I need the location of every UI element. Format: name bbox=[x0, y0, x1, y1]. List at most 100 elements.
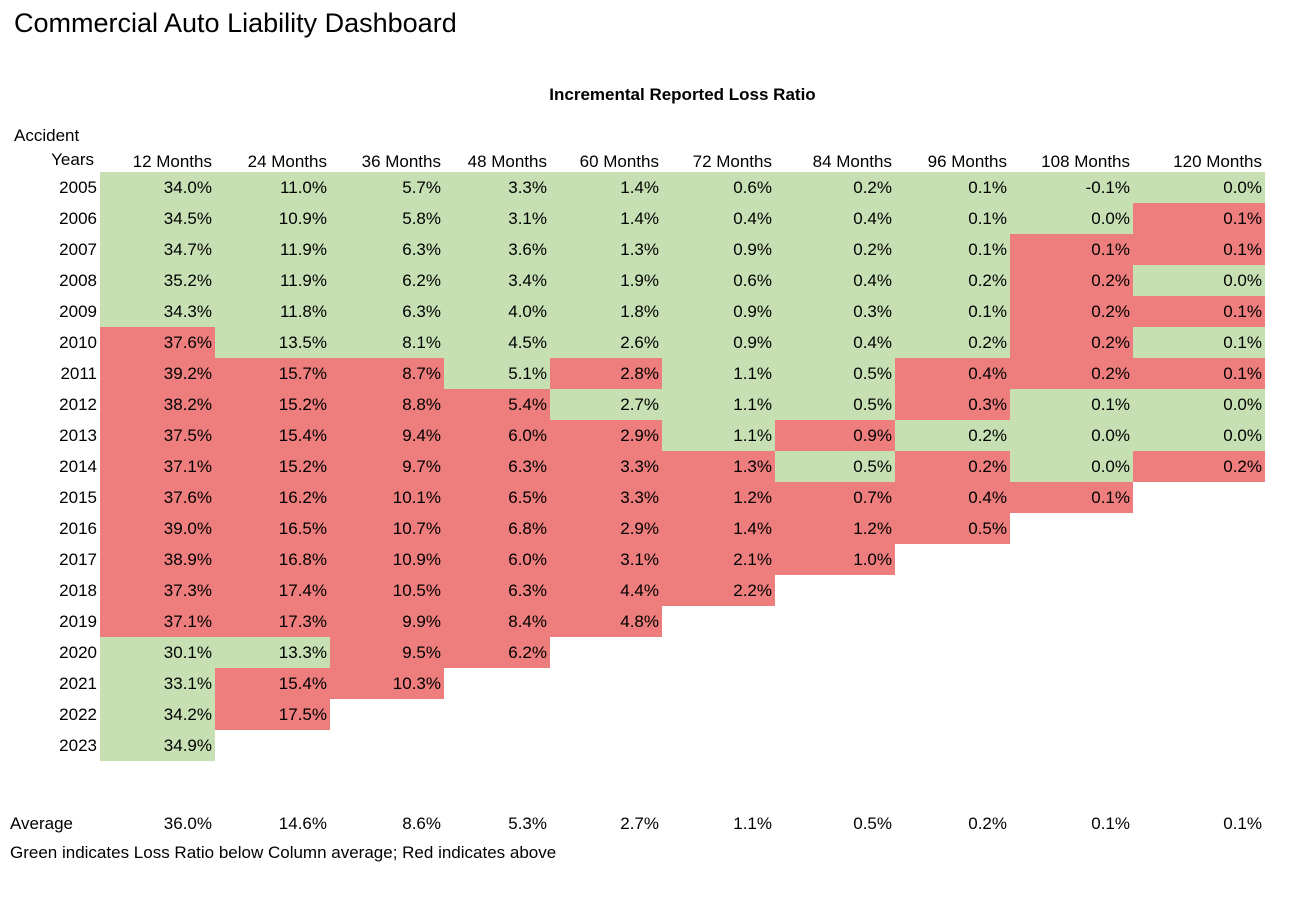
table-row: 2020 30.1% 13.3% 9.5% 6.2% bbox=[0, 637, 1265, 668]
table-row: 2021 33.1% 15.4% 10.3% bbox=[0, 668, 1265, 699]
loss-ratio-cell: 10.1% bbox=[330, 482, 444, 513]
column-header: 96 Months bbox=[927, 152, 1007, 171]
loss-ratio-cell bbox=[775, 668, 895, 699]
loss-ratio-cell: 0.1% bbox=[1133, 234, 1265, 265]
table-row: 2006 34.5% 10.9% 5.8% 3.1% 1.4% 0.4% 0.4% 0.1% 0.… bbox=[0, 203, 1265, 234]
loss-ratio-cell: 1.8% bbox=[550, 296, 662, 327]
loss-ratio-cell: 8.1% bbox=[330, 327, 444, 358]
loss-ratio-cell: 15.4% bbox=[215, 420, 330, 451]
accident-year-label: 2022 bbox=[0, 699, 100, 730]
loss-ratio-cell: 0.2% bbox=[775, 172, 895, 203]
loss-ratio-cell: 5.4% bbox=[444, 389, 550, 420]
loss-ratio-cell: 0.9% bbox=[662, 296, 775, 327]
loss-ratio-cell bbox=[550, 730, 662, 761]
loss-ratio-cell bbox=[1133, 730, 1265, 761]
loss-ratio-cell: 2.9% bbox=[550, 420, 662, 451]
column-header: 24 Months bbox=[247, 152, 327, 171]
loss-ratio-cell: 10.7% bbox=[330, 513, 444, 544]
table-row: 2016 39.0% 16.5% 10.7% 6.8% 2.9% 1.4% 1.2% 0.5% bbox=[0, 513, 1265, 544]
loss-ratio-cell: 0.7% bbox=[775, 482, 895, 513]
loss-ratio-cell: 0.4% bbox=[775, 203, 895, 234]
loss-ratio-cell: 0.0% bbox=[1133, 172, 1265, 203]
loss-ratio-cell bbox=[775, 637, 895, 668]
legend-note: Green indicates Loss Ratio below Column … bbox=[10, 843, 557, 862]
loss-ratio-cell: 0.2% bbox=[1010, 358, 1133, 389]
average-cell: 0.1% bbox=[1010, 808, 1133, 839]
loss-ratio-cell: 4.0% bbox=[444, 296, 550, 327]
accident-year-label: 2009 bbox=[0, 296, 100, 327]
loss-triangle-table: Accident Years 12 Months 24 Months 36 Mont… bbox=[0, 116, 1265, 839]
loss-ratio-cell bbox=[1133, 575, 1265, 606]
loss-ratio-cell: 6.3% bbox=[330, 296, 444, 327]
loss-ratio-cell: 11.8% bbox=[215, 296, 330, 327]
loss-ratio-cell: 0.5% bbox=[775, 451, 895, 482]
loss-ratio-cell: 1.1% bbox=[662, 389, 775, 420]
table-row: 2023 34.9% bbox=[0, 730, 1265, 761]
accident-year-label: 2023 bbox=[0, 730, 100, 761]
loss-ratio-cell: 13.3% bbox=[215, 637, 330, 668]
loss-ratio-cell: 0.1% bbox=[1133, 296, 1265, 327]
loss-ratio-cell: 0.5% bbox=[775, 389, 895, 420]
loss-ratio-cell bbox=[895, 637, 1010, 668]
column-header: 72 Months bbox=[692, 152, 772, 171]
loss-ratio-cell: 9.9% bbox=[330, 606, 444, 637]
loss-ratio-cell: 34.3% bbox=[100, 296, 215, 327]
loss-ratio-cell: 6.2% bbox=[444, 637, 550, 668]
loss-ratio-cell: 35.2% bbox=[100, 265, 215, 296]
loss-ratio-cell bbox=[1133, 637, 1265, 668]
loss-ratio-cell: 34.9% bbox=[100, 730, 215, 761]
loss-ratio-cell: 8.7% bbox=[330, 358, 444, 389]
accident-year-label: 2014 bbox=[0, 451, 100, 482]
loss-ratio-cell bbox=[895, 730, 1010, 761]
loss-ratio-cell: 0.5% bbox=[895, 513, 1010, 544]
loss-ratio-cell: 10.5% bbox=[330, 575, 444, 606]
loss-ratio-cell: 37.5% bbox=[100, 420, 215, 451]
column-header: 120 Months bbox=[1173, 152, 1262, 171]
loss-ratio-cell: 0.0% bbox=[1133, 265, 1265, 296]
loss-ratio-cell: 0.4% bbox=[775, 327, 895, 358]
loss-ratio-cell: 0.1% bbox=[1133, 358, 1265, 389]
loss-ratio-cell: 17.4% bbox=[215, 575, 330, 606]
loss-ratio-cell: 4.4% bbox=[550, 575, 662, 606]
loss-ratio-cell: 33.1% bbox=[100, 668, 215, 699]
loss-ratio-cell: 37.3% bbox=[100, 575, 215, 606]
loss-ratio-cell bbox=[550, 668, 662, 699]
loss-ratio-cell: 1.4% bbox=[550, 172, 662, 203]
loss-ratio-cell: 8.8% bbox=[330, 389, 444, 420]
loss-ratio-cell: 2.6% bbox=[550, 327, 662, 358]
loss-ratio-cell bbox=[895, 544, 1010, 575]
loss-ratio-cell: 1.1% bbox=[662, 358, 775, 389]
loss-ratio-cell: 15.2% bbox=[215, 389, 330, 420]
accident-year-label: 2018 bbox=[0, 575, 100, 606]
loss-ratio-cell: 8.4% bbox=[444, 606, 550, 637]
loss-ratio-cell: 10.3% bbox=[330, 668, 444, 699]
loss-ratio-cell: 2.2% bbox=[662, 575, 775, 606]
loss-ratio-cell: 16.5% bbox=[215, 513, 330, 544]
loss-ratio-cell: 1.9% bbox=[550, 265, 662, 296]
loss-ratio-cell: 34.0% bbox=[100, 172, 215, 203]
table-row: 2007 34.7% 11.9% 6.3% 3.6% 1.3% 0.9% 0.2% 0.1% 0.… bbox=[0, 234, 1265, 265]
loss-ratio-cell: 3.3% bbox=[550, 451, 662, 482]
loss-ratio-cell: 0.2% bbox=[1010, 327, 1133, 358]
loss-ratio-cell: 37.1% bbox=[100, 451, 215, 482]
loss-ratio-cell: 0.9% bbox=[662, 327, 775, 358]
loss-ratio-cell: 3.6% bbox=[444, 234, 550, 265]
loss-ratio-cell: 3.1% bbox=[444, 203, 550, 234]
loss-ratio-cell bbox=[775, 606, 895, 637]
table-row: 2018 37.3% 17.4% 10.5% 6.3% 4.4% 2.2% bbox=[0, 575, 1265, 606]
loss-ratio-cell: 0.1% bbox=[1010, 389, 1133, 420]
loss-ratio-cell bbox=[662, 637, 775, 668]
accident-year-label: 2011 bbox=[0, 358, 100, 389]
loss-ratio-cell bbox=[1133, 482, 1265, 513]
loss-ratio-cell bbox=[1010, 668, 1133, 699]
column-header: 84 Months bbox=[812, 152, 892, 171]
accident-year-label: 2013 bbox=[0, 420, 100, 451]
table-row: 2005 34.0% 11.0% 5.7% 3.3% 1.4% 0.6% 0.2% 0.1% -0… bbox=[0, 172, 1265, 203]
loss-ratio-cell: 17.3% bbox=[215, 606, 330, 637]
loss-ratio-cell: 3.3% bbox=[550, 482, 662, 513]
loss-ratio-cell: 10.9% bbox=[215, 203, 330, 234]
loss-ratio-cell bbox=[1133, 544, 1265, 575]
page-title: Commercial Auto Liability Dashboard bbox=[14, 8, 457, 38]
loss-ratio-cell: 6.0% bbox=[444, 420, 550, 451]
average-row: Average 36.0% 14.6% 8.6% 5.3% 2.7% 1.1% 0.5% 0.… bbox=[0, 808, 1265, 839]
